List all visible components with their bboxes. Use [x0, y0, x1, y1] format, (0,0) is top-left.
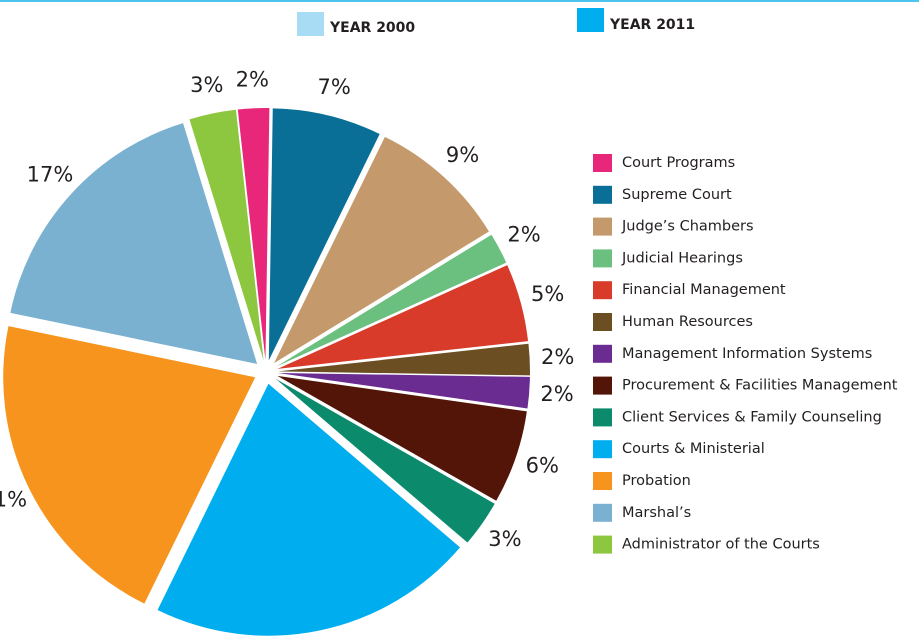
slice-label: 2% — [541, 345, 574, 369]
legend-label: Probation — [622, 473, 691, 489]
pie-slice — [277, 343, 530, 376]
legend-label: Human Resources — [622, 314, 753, 330]
legend-swatch — [593, 376, 612, 395]
pie-slice — [10, 123, 258, 364]
pie-slice — [276, 234, 507, 367]
slice-label: 7% — [318, 75, 351, 99]
pie-slice — [237, 108, 270, 361]
year-swatch — [577, 8, 604, 32]
year-label: YEAR 2011 — [609, 17, 695, 33]
slice-label: 2% — [540, 382, 573, 406]
slice-label: 21% — [0, 487, 27, 511]
slice-label: 3% — [190, 73, 223, 97]
slice-label: 3% — [488, 527, 521, 551]
slice-label: 17% — [27, 162, 74, 186]
pie-slice — [268, 108, 380, 361]
slice-label: 2% — [507, 222, 540, 246]
legend-swatch — [593, 440, 612, 459]
slice-label: 5% — [531, 282, 564, 306]
legend-label: Marshal’s — [622, 505, 691, 521]
slice-label: 9% — [446, 143, 479, 167]
year-swatch — [297, 12, 324, 36]
legend-swatch — [593, 185, 612, 204]
pie-slice — [275, 378, 495, 543]
pie-slice — [189, 109, 264, 361]
pie-slice — [274, 136, 489, 364]
pie-slice — [277, 265, 529, 369]
legend-swatch — [593, 535, 612, 554]
legend-swatch — [593, 281, 612, 300]
legend-label: Judicial Hearings — [621, 250, 743, 266]
legend-label: Administrator of the Courts — [622, 537, 820, 553]
pie-slice — [277, 372, 530, 409]
legend-swatch — [593, 313, 612, 331]
legend-swatch — [593, 408, 612, 427]
legend-swatch — [593, 503, 612, 522]
legend-swatch — [593, 154, 612, 172]
legend-swatch — [593, 472, 612, 490]
legend-label: Courts & Ministerial — [622, 441, 765, 457]
legend-swatch — [593, 344, 612, 363]
legend-label: Procurement & Facilities Management — [622, 378, 898, 394]
legend-label: Financial Management — [622, 282, 786, 298]
legend-label: Management Information Systems — [622, 346, 872, 362]
legend-swatch — [593, 217, 612, 236]
legend-label: Supreme Court — [622, 187, 732, 203]
pie-slice — [277, 375, 527, 501]
legend-label: Client Services & Family Counseling — [622, 409, 882, 425]
legend-label: Court Programs — [622, 155, 735, 171]
year-label: YEAR 2000 — [329, 20, 415, 36]
pie-slice — [3, 326, 256, 604]
slice-label: 6% — [526, 454, 559, 478]
pie-slice — [157, 383, 461, 636]
legend-swatch — [593, 249, 612, 268]
legend-label: Judge’s Chambers — [621, 219, 754, 235]
slice-label: 2% — [236, 67, 269, 91]
